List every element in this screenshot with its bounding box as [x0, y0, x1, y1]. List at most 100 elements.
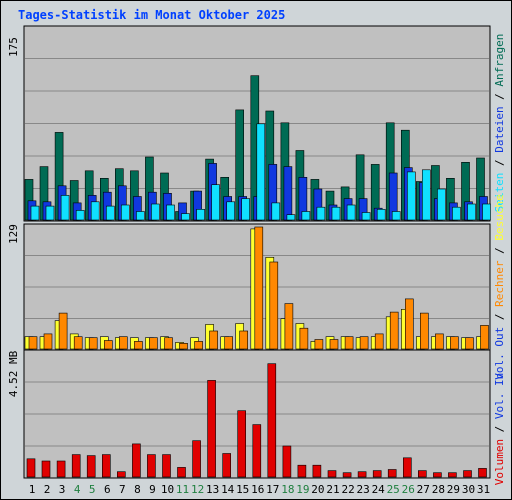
x-tick-label-day-11: 11 — [176, 483, 189, 496]
legend-item-vol-out: Vol. Out — [493, 327, 506, 380]
bar-seiten-day-9 — [151, 203, 160, 221]
bar-volumen-day-16 — [252, 424, 262, 478]
mid-legend: Vol. Out / Rechner / Besuche — [493, 194, 506, 379]
x-tick-label-day-9: 9 — [149, 483, 156, 496]
bar-volumen-day-26 — [402, 457, 412, 478]
legend-item-besuche: Besuche — [493, 194, 506, 240]
chart-title: Tages-Statistik im Monat Oktober 2025 — [18, 8, 285, 22]
legend-item-anfragen: Anfragen — [493, 34, 506, 87]
bar-volumen-day-3 — [56, 460, 66, 478]
bar-rechner-day-6 — [104, 340, 113, 350]
x-tick-label-day-28: 28 — [432, 483, 445, 496]
x-tick-label-day-6: 6 — [104, 483, 111, 496]
bar-volumen-day-5 — [86, 455, 96, 478]
legend-item-dateien: Dateien — [493, 106, 506, 152]
bar-dateien-day-18 — [283, 166, 293, 221]
bar-volumen-day-13 — [207, 380, 216, 478]
bar-seiten-day-1 — [30, 205, 40, 221]
bar-seiten-day-3 — [60, 195, 70, 221]
bar-rechner-day-2 — [43, 333, 53, 350]
bar-seiten-day-6 — [106, 205, 115, 221]
bar-volumen-day-4 — [71, 454, 81, 478]
bar-seiten-day-26 — [406, 171, 416, 221]
bar-volumen-day-14 — [222, 453, 231, 478]
x-tick-label-day-16: 16 — [251, 483, 264, 496]
legend-separator: / — [493, 87, 506, 107]
bar-rechner-day-13 — [209, 330, 218, 350]
bottom-axis-max-label: 4.52 MB — [7, 350, 20, 397]
bar-seiten-day-4 — [75, 210, 85, 221]
legend-separator: / — [493, 241, 506, 261]
x-tick-label-day-7: 7 — [119, 483, 126, 496]
top-legend: Seiten / Dateien / Anfragen — [493, 34, 506, 213]
x-tick-label-day-13: 13 — [206, 483, 219, 496]
bar-rechner-day-12 — [194, 341, 203, 350]
x-tick-label-day-22: 22 — [341, 483, 354, 496]
bar-rechner-day-16 — [254, 226, 264, 350]
bar-rechner-day-19 — [299, 327, 309, 350]
x-tick-label-day-25: 25 — [387, 483, 400, 496]
bar-seiten-day-24 — [376, 209, 386, 221]
bar-volumen-day-17 — [267, 363, 277, 478]
x-tick-label-day-2: 2 — [44, 483, 51, 496]
bar-volumen-day-23 — [357, 471, 367, 478]
x-tick-label-day-31: 31 — [477, 483, 490, 496]
bar-seiten-day-23 — [361, 212, 371, 221]
bar-volumen-day-28 — [433, 472, 442, 478]
bar-seiten-day-21 — [331, 206, 341, 221]
legend-separator: / — [493, 307, 506, 327]
bar-volumen-day-31 — [478, 468, 487, 478]
bar-rechner-day-31 — [480, 325, 489, 350]
x-tick-label-day-1: 1 — [29, 483, 36, 496]
bar-volumen-day-19 — [297, 464, 307, 478]
x-tick-label-day-14: 14 — [221, 483, 235, 496]
bar-seiten-day-14 — [226, 201, 235, 221]
bar-seiten-day-10 — [166, 204, 175, 221]
x-tick-label-day-3: 3 — [59, 483, 66, 496]
bar-rechner-day-8 — [134, 341, 143, 350]
bar-rechner-day-18 — [284, 303, 294, 350]
bar-seiten-day-15 — [241, 198, 250, 221]
x-tick-label-day-24: 24 — [372, 483, 386, 496]
bar-rechner-day-25 — [389, 311, 399, 350]
bar-seiten-day-11 — [181, 213, 190, 221]
bar-seiten-day-29 — [452, 206, 461, 221]
bar-volumen-day-27 — [417, 470, 427, 478]
bar-volumen-day-2 — [41, 460, 51, 478]
bar-rechner-day-24 — [374, 333, 384, 350]
x-tick-label-day-30: 30 — [462, 483, 475, 496]
bar-volumen-day-15 — [237, 410, 246, 478]
bar-rechner-day-17 — [269, 261, 279, 350]
bar-rechner-day-10 — [164, 337, 173, 350]
x-tick-label-day-20: 20 — [311, 483, 324, 496]
x-tick-label-day-12: 12 — [191, 483, 204, 496]
bar-rechner-day-21 — [329, 339, 339, 350]
top-axis-max-label: 175 — [7, 37, 20, 57]
bar-rechner-day-22 — [344, 336, 354, 350]
legend-item-seiten: Seiten — [493, 173, 506, 213]
bar-volumen-day-8 — [132, 443, 141, 478]
bar-seiten-day-27 — [421, 169, 431, 221]
bar-rechner-day-28 — [435, 333, 444, 350]
bar-seiten-day-8 — [136, 211, 145, 221]
bar-volumen-day-7 — [117, 471, 126, 478]
bar-rechner-day-30 — [465, 337, 474, 350]
bar-seiten-day-13 — [211, 184, 220, 221]
bar-volumen-day-21 — [327, 470, 337, 478]
bar-volumen-day-1 — [26, 458, 36, 478]
bar-volumen-day-18 — [282, 445, 292, 478]
bar-seiten-day-17 — [271, 202, 281, 221]
bar-seiten-day-2 — [45, 205, 55, 221]
bar-volumen-day-30 — [463, 470, 472, 478]
bar-volumen-day-12 — [192, 440, 201, 478]
bar-seiten-day-22 — [346, 204, 356, 221]
bar-seiten-day-16 — [256, 123, 266, 221]
bar-rechner-day-14 — [224, 336, 233, 350]
bar-seiten-day-25 — [391, 211, 401, 221]
bar-rechner-day-27 — [419, 312, 429, 350]
bar-rechner-day-11 — [179, 342, 188, 350]
x-tick-label-day-18: 18 — [281, 483, 294, 496]
bar-rechner-day-4 — [73, 336, 83, 350]
bar-rechner-day-3 — [58, 312, 68, 350]
bar-rechner-day-7 — [119, 336, 128, 350]
